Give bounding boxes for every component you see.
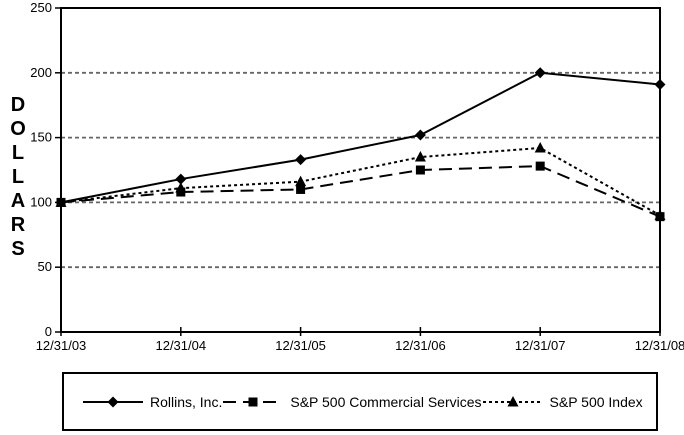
diamond-marker (414, 129, 426, 141)
y-axis-title: DOLLARS (7, 94, 29, 262)
legend-square-marker (248, 397, 258, 406)
y-tick-label: 0 (45, 324, 52, 339)
triangle-marker (414, 151, 426, 162)
legend-item-sp500-commercial-services: S&P 500 Commercial Services (222, 393, 482, 410)
triangle-marker (534, 141, 546, 153)
square-marker (535, 161, 545, 171)
plot-border (60, 7, 661, 333)
series-line-2 (60, 146, 661, 217)
x-tick-label: 12/31/03 (36, 338, 87, 353)
square-marker (176, 187, 186, 197)
square-marker (415, 165, 425, 175)
chart-legend: Rollins, Inc. S&P 500 Commercial Service… (62, 372, 658, 431)
series-line-1 (60, 165, 661, 218)
x-tick-label: 12/31/06 (395, 338, 446, 353)
legend-item-sp500-index: S&P 500 Index (482, 394, 643, 410)
legend-label-sp500-commercial-services: S&P 500 Commercial Services (290, 393, 482, 410)
diamond-marker (175, 173, 187, 185)
series-line-0 (60, 71, 661, 204)
diamond-marker (295, 154, 307, 166)
legend-line-triangle-icon (482, 395, 543, 406)
square-marker (296, 184, 306, 194)
diamond-marker (534, 67, 546, 79)
x-tick-label: 12/31/04 (155, 338, 206, 353)
triangle-marker (295, 175, 307, 187)
square-marker (655, 212, 665, 222)
legend-label-rollins: Rollins, Inc. (150, 393, 223, 410)
x-tick-label: 12/31/07 (515, 338, 566, 353)
x-tick-label: 12/31/05 (275, 338, 326, 353)
legend-line-square-icon (223, 397, 284, 406)
x-tick-label: 12/31/08 (635, 338, 684, 353)
performance-line-chart: 0 50 100 150 200 250 12/31/03 12/31/04 12/31/05 1… (30, 0, 684, 353)
legend-triangle-marker (507, 395, 519, 406)
y-tick-label: 250 (30, 0, 52, 15)
y-tick-label: 100 (30, 194, 52, 209)
diamond-marker (55, 196, 67, 208)
diamond-marker (654, 78, 666, 90)
y-tick-label: 200 (30, 65, 52, 80)
legend-label-sp500-index: S&P 500 Index (549, 393, 643, 410)
y-tick-label: 150 (30, 130, 52, 145)
legend-line-diamond-icon (83, 396, 143, 407)
legend-item-rollins: Rollins, Inc. (82, 394, 222, 410)
legend-diamond-marker (107, 396, 119, 407)
y-tick-label: 50 (38, 259, 52, 274)
